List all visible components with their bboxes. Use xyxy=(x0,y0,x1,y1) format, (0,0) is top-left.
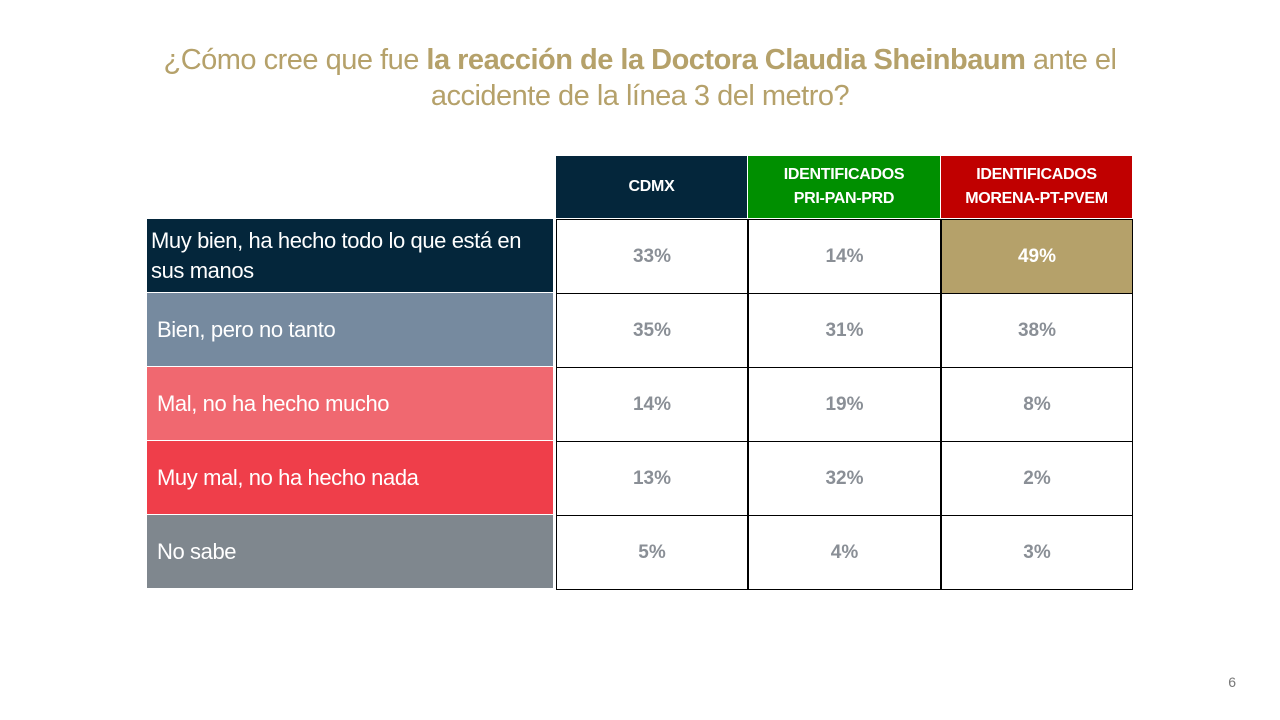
column-header: IDENTIFICADOS PRI-PAN-PRD xyxy=(748,156,940,218)
title-text-end: ante el accidente de la línea 3 del metr… xyxy=(430,44,1117,112)
table-cell: 49% xyxy=(941,219,1133,294)
page-number: 6 xyxy=(1228,674,1236,690)
title-text: ¿Cómo cree que fue xyxy=(163,44,427,76)
header-line: IDENTIFICADOS xyxy=(783,166,905,183)
title-bold: la reacción de la Doctora Claudia Sheinb… xyxy=(426,44,1026,76)
row-label: Muy mal, no ha hecho nada xyxy=(147,441,553,514)
header-line: CDMX xyxy=(628,178,675,195)
header-line: PRI-PAN-PRD xyxy=(793,190,895,207)
header-line: IDENTIFICADOS xyxy=(976,166,1097,183)
table-cell: 4% xyxy=(748,515,941,590)
table-cell: 32% xyxy=(748,441,941,516)
table-cell: 5% xyxy=(556,515,748,590)
table-cell: 31% xyxy=(748,293,941,368)
table-cell: 14% xyxy=(748,219,941,294)
table-cell: 33% xyxy=(556,219,748,294)
table-cell: 35% xyxy=(556,293,748,368)
table-cell: 3% xyxy=(941,515,1133,590)
row-label: No sabe xyxy=(147,515,553,588)
column-header: CDMX xyxy=(556,156,747,218)
table-cell: 2% xyxy=(941,441,1133,516)
column-header: IDENTIFICADOS MORENA-PT-PVEM xyxy=(941,156,1132,218)
row-label: Mal, no ha hecho mucho xyxy=(147,367,553,440)
row-label: Bien, pero no tanto xyxy=(147,293,553,366)
table-cell: 38% xyxy=(941,293,1133,368)
slide-title: ¿Cómo cree que fue la reacción de la Doc… xyxy=(100,42,1180,114)
table-cell: 14% xyxy=(556,367,748,442)
table-cell: 19% xyxy=(748,367,941,442)
table-cell: 8% xyxy=(941,367,1133,442)
row-label: Muy bien, ha hecho todo lo que está en s… xyxy=(147,219,553,292)
header-line: MORENA-PT-PVEM xyxy=(965,190,1108,207)
table-cell: 13% xyxy=(556,441,748,516)
